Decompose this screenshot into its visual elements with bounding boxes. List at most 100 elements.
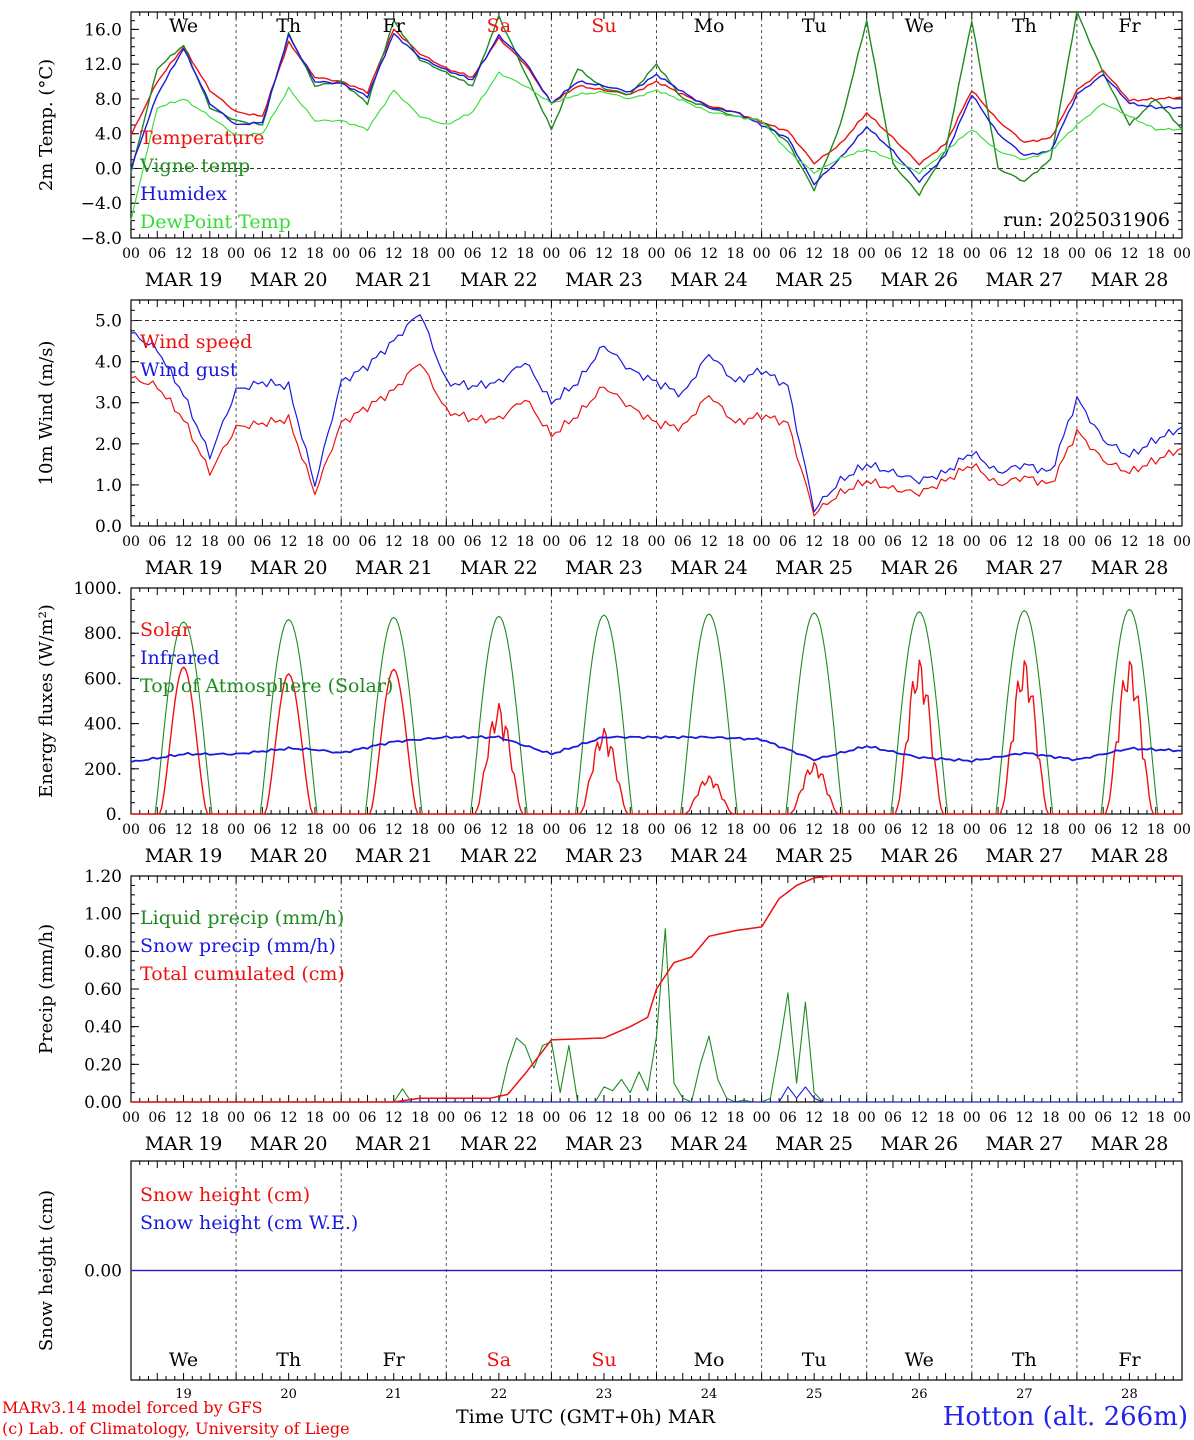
hour-tick-label: 06 <box>1094 822 1112 838</box>
weekday-label: Th <box>276 1349 301 1371</box>
hour-tick-label: 00 <box>437 1110 455 1126</box>
date-label: MAR 22 <box>460 557 538 579</box>
y-tick-label: 4.0 <box>95 353 122 373</box>
panel-3: 1000. 800. 600. 400. 200. 0. Energy fluxes (W/… <box>36 579 1191 867</box>
series-humidex <box>130 32 1183 186</box>
y-tick-label: 1000. <box>73 579 122 599</box>
date-label: MAR 28 <box>1091 557 1169 579</box>
hour-tick-label: 18 <box>1147 822 1165 838</box>
hour-tick-label: 12 <box>490 822 508 838</box>
hour-tick-label: 12 <box>1015 534 1033 550</box>
legend-entry: Snow precip (mm/h) <box>140 935 336 957</box>
hour-tick-label: 00 <box>332 1110 350 1126</box>
hour-tick-label: 18 <box>1147 1110 1165 1126</box>
date-label: MAR 20 <box>250 269 328 291</box>
hour-tick-label: 06 <box>779 246 797 262</box>
y-tick-label: 0.60 <box>84 980 122 1000</box>
hour-tick-label: 00 <box>227 1110 245 1126</box>
weekday-label: Mo <box>694 1349 725 1371</box>
hour-tick-label: 06 <box>884 534 902 550</box>
hour-tick-label: 06 <box>884 1110 902 1126</box>
date-label: MAR 21 <box>355 557 433 579</box>
hour-tick-label: 18 <box>937 822 955 838</box>
hour-tick-label: 00 <box>858 534 876 550</box>
date-label: MAR 24 <box>670 269 748 291</box>
hour-tick-label: 06 <box>779 1110 797 1126</box>
hour-tick-label: 06 <box>1094 246 1112 262</box>
hour-tick-label: 12 <box>595 246 613 262</box>
hour-tick-label: 06 <box>569 534 587 550</box>
hour-tick-label: 18 <box>201 246 219 262</box>
hour-tick-label: 18 <box>1147 246 1165 262</box>
day-number-label: 26 <box>911 1387 928 1402</box>
hour-tick-label: 12 <box>805 1110 823 1126</box>
date-label: MAR 28 <box>1091 845 1169 867</box>
hour-tick-label: 00 <box>122 822 140 838</box>
hour-tick-label: 00 <box>648 534 666 550</box>
hour-tick-label: 06 <box>779 822 797 838</box>
hour-tick-label: 00 <box>1173 534 1191 550</box>
hour-tick-label: 12 <box>910 1110 928 1126</box>
hour-tick-label: 00 <box>227 822 245 838</box>
hour-tick-label: 18 <box>306 822 324 838</box>
hour-tick-label: 06 <box>674 534 692 550</box>
hour-tick-label: 06 <box>253 822 271 838</box>
y-tick-label: 8.0 <box>95 90 122 110</box>
series-wind-speed <box>130 363 1183 517</box>
hour-tick-label: 06 <box>989 1110 1007 1126</box>
date-label: MAR 25 <box>775 845 853 867</box>
hour-tick-label: 12 <box>1015 246 1033 262</box>
weekday-label: Fr <box>1118 15 1141 37</box>
day-number-label: 22 <box>491 1387 508 1402</box>
hour-tick-label: 06 <box>359 246 377 262</box>
hour-tick-label: 12 <box>1015 1110 1033 1126</box>
hour-tick-label: 12 <box>490 246 508 262</box>
date-label: MAR 21 <box>355 269 433 291</box>
hour-tick-label: 00 <box>122 534 140 550</box>
hour-tick-label: 00 <box>1068 1110 1086 1126</box>
hour-tick-label: 06 <box>253 534 271 550</box>
day-number-label: 28 <box>1121 1387 1138 1402</box>
lab-credit: (c) Lab. of Climatology, University of L… <box>2 1419 350 1438</box>
date-label: MAR 23 <box>565 1133 643 1155</box>
hour-tick-label: 18 <box>516 246 534 262</box>
hour-tick-label: 12 <box>280 534 298 550</box>
hour-tick-label: 00 <box>437 534 455 550</box>
panel-2: 5.0 4.0 3.0 2.0 1.0 0.0 10m Wind (m/s) 00 06 12 18… <box>36 299 1191 579</box>
hour-tick-label: 18 <box>726 1110 744 1126</box>
hour-tick-label: 18 <box>411 246 429 262</box>
panel-4: 1.20 1.00 0.80 0.60 0.40 0.20 0.00 Precip (mm/h… <box>36 867 1191 1155</box>
hour-tick-label: 18 <box>306 534 324 550</box>
hour-tick-label: 00 <box>963 1110 981 1126</box>
weekday-label: Mo <box>694 15 725 37</box>
hour-tick-label: 06 <box>884 822 902 838</box>
day-number-label: 20 <box>280 1387 297 1402</box>
date-label: MAR 22 <box>460 1133 538 1155</box>
weekday-label: Sa <box>487 1349 511 1371</box>
weekday-label: Sa <box>487 15 511 37</box>
hour-tick-label: 06 <box>674 1110 692 1126</box>
y-tick-label: 800. <box>84 624 122 644</box>
hour-tick-label: 00 <box>858 822 876 838</box>
weekday-label: Fr <box>383 15 406 37</box>
y-tick-label: 1.0 <box>95 476 122 496</box>
hour-tick-label: 06 <box>779 534 797 550</box>
y-tick-label: 0. <box>106 805 122 825</box>
hour-tick-label: 18 <box>621 1110 639 1126</box>
y-tick-label: 4.0 <box>95 125 122 145</box>
hour-tick-label: 06 <box>674 822 692 838</box>
date-label: MAR 20 <box>250 845 328 867</box>
hour-tick-label: 12 <box>490 534 508 550</box>
date-label: MAR 27 <box>985 845 1063 867</box>
hour-tick-label: 18 <box>201 534 219 550</box>
hour-tick-label: 12 <box>385 822 403 838</box>
day-number-label: 25 <box>806 1387 823 1402</box>
y-tick-label: 16.0 <box>84 20 122 40</box>
weekday-label: Fr <box>383 1349 406 1371</box>
y-tick-label: 0.40 <box>84 1018 122 1038</box>
hour-tick-label: 12 <box>595 534 613 550</box>
hour-tick-label: 12 <box>910 246 928 262</box>
hour-tick-label: 06 <box>989 534 1007 550</box>
hour-tick-label: 06 <box>464 246 482 262</box>
